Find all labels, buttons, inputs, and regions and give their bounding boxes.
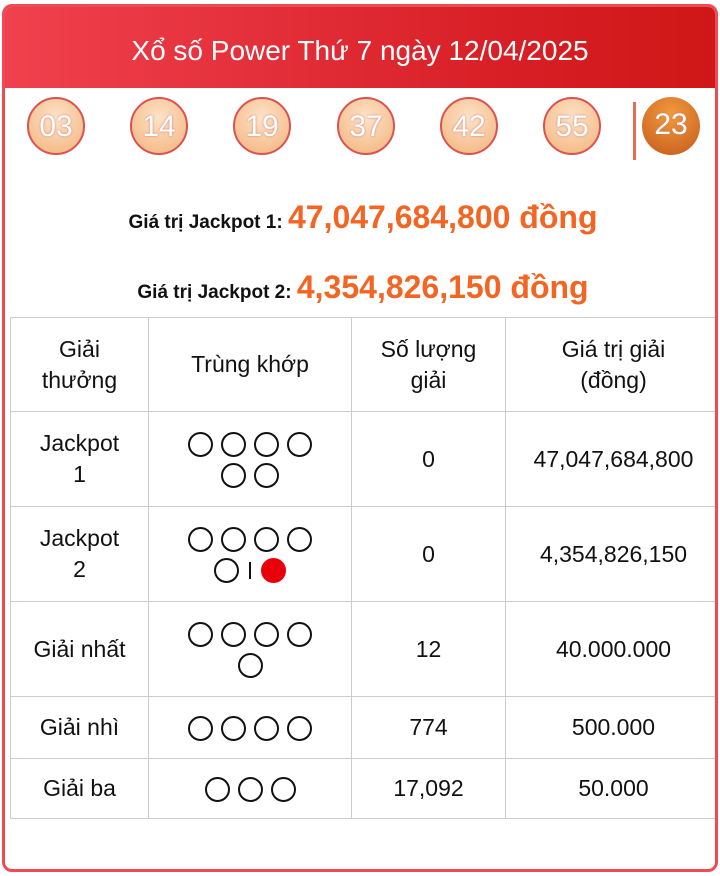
table-row: Jackpot 1 0 47,047,684,800	[10, 411, 715, 507]
table-row: Giải nhì 774 500.000	[10, 696, 715, 759]
table-row: Jackpot 2 0 4,354,826,150	[10, 506, 715, 602]
prize-count: 12	[351, 601, 506, 697]
prize-value: 47,047,684,800	[505, 411, 715, 507]
number-ball: 55	[543, 97, 601, 155]
prize-name: Jackpot 1	[10, 411, 149, 507]
winning-numbers: 03 14 19 37 42 55 23	[5, 88, 715, 178]
prize-name: Jackpot 2	[10, 506, 149, 602]
prize-count: 17,092	[351, 758, 506, 819]
prize-name: Giải nhì	[10, 696, 149, 759]
jackpot2-label: Giá trị Jackpot 2:	[137, 282, 292, 303]
header-match: Trùng khớp	[148, 317, 352, 412]
jackpot1-line: Giá trị Jackpot 1: 47,047,684,800 đồng	[5, 199, 715, 236]
prize-value: 4,354,826,150	[505, 506, 715, 602]
jackpot2-line: Giá trị Jackpot 2: 4,354,826,150 đồng	[5, 269, 715, 306]
number-ball: 03	[27, 97, 85, 155]
prize-count: 0	[351, 506, 506, 602]
number-ball: 19	[233, 97, 291, 155]
number-ball: 37	[337, 97, 395, 155]
power-ball: 23	[642, 97, 700, 155]
match-icons	[148, 601, 352, 697]
jackpot2-value: 4,354,826,150 đồng	[296, 269, 589, 305]
jackpot1-value: 47,047,684,800 đồng	[287, 199, 598, 235]
result-title: Xổ số Power Thứ 7 ngày 12/04/2025	[5, 7, 715, 88]
number-ball: 42	[440, 97, 498, 155]
prize-value: 500.000	[505, 696, 715, 759]
prize-name: Giải ba	[10, 758, 149, 819]
power-ball-icon	[261, 558, 286, 584]
table-row: Giải nhất 12 40.000.000	[10, 601, 715, 697]
match-icons	[148, 411, 352, 507]
lottery-result-card: Xổ số Power Thứ 7 ngày 12/04/2025 03 14 …	[2, 4, 718, 872]
separator	[633, 102, 636, 160]
table-row: Giải ba 17,092 50.000	[10, 758, 715, 819]
prize-count: 774	[351, 696, 506, 759]
jackpot1-label: Giá trị Jackpot 1:	[128, 212, 283, 233]
match-icons	[148, 758, 352, 819]
number-ball: 14	[130, 97, 188, 155]
prize-count: 0	[351, 411, 506, 507]
prize-name: Giải nhất	[10, 601, 149, 697]
prize-value: 50.000	[505, 758, 715, 819]
match-icons	[148, 506, 352, 602]
match-icons	[148, 696, 352, 759]
prize-value: 40.000.000	[505, 601, 715, 697]
header-prize: Giải thưởng	[10, 317, 149, 412]
prize-table: Giải thưởng Trùng khớp Số lượng giải Giá…	[10, 317, 715, 819]
table-header: Giải thưởng Trùng khớp Số lượng giải Giá…	[10, 317, 715, 412]
header-value: Giá trị giải (đồng)	[505, 317, 715, 412]
header-count: Số lượng giải	[351, 317, 506, 412]
